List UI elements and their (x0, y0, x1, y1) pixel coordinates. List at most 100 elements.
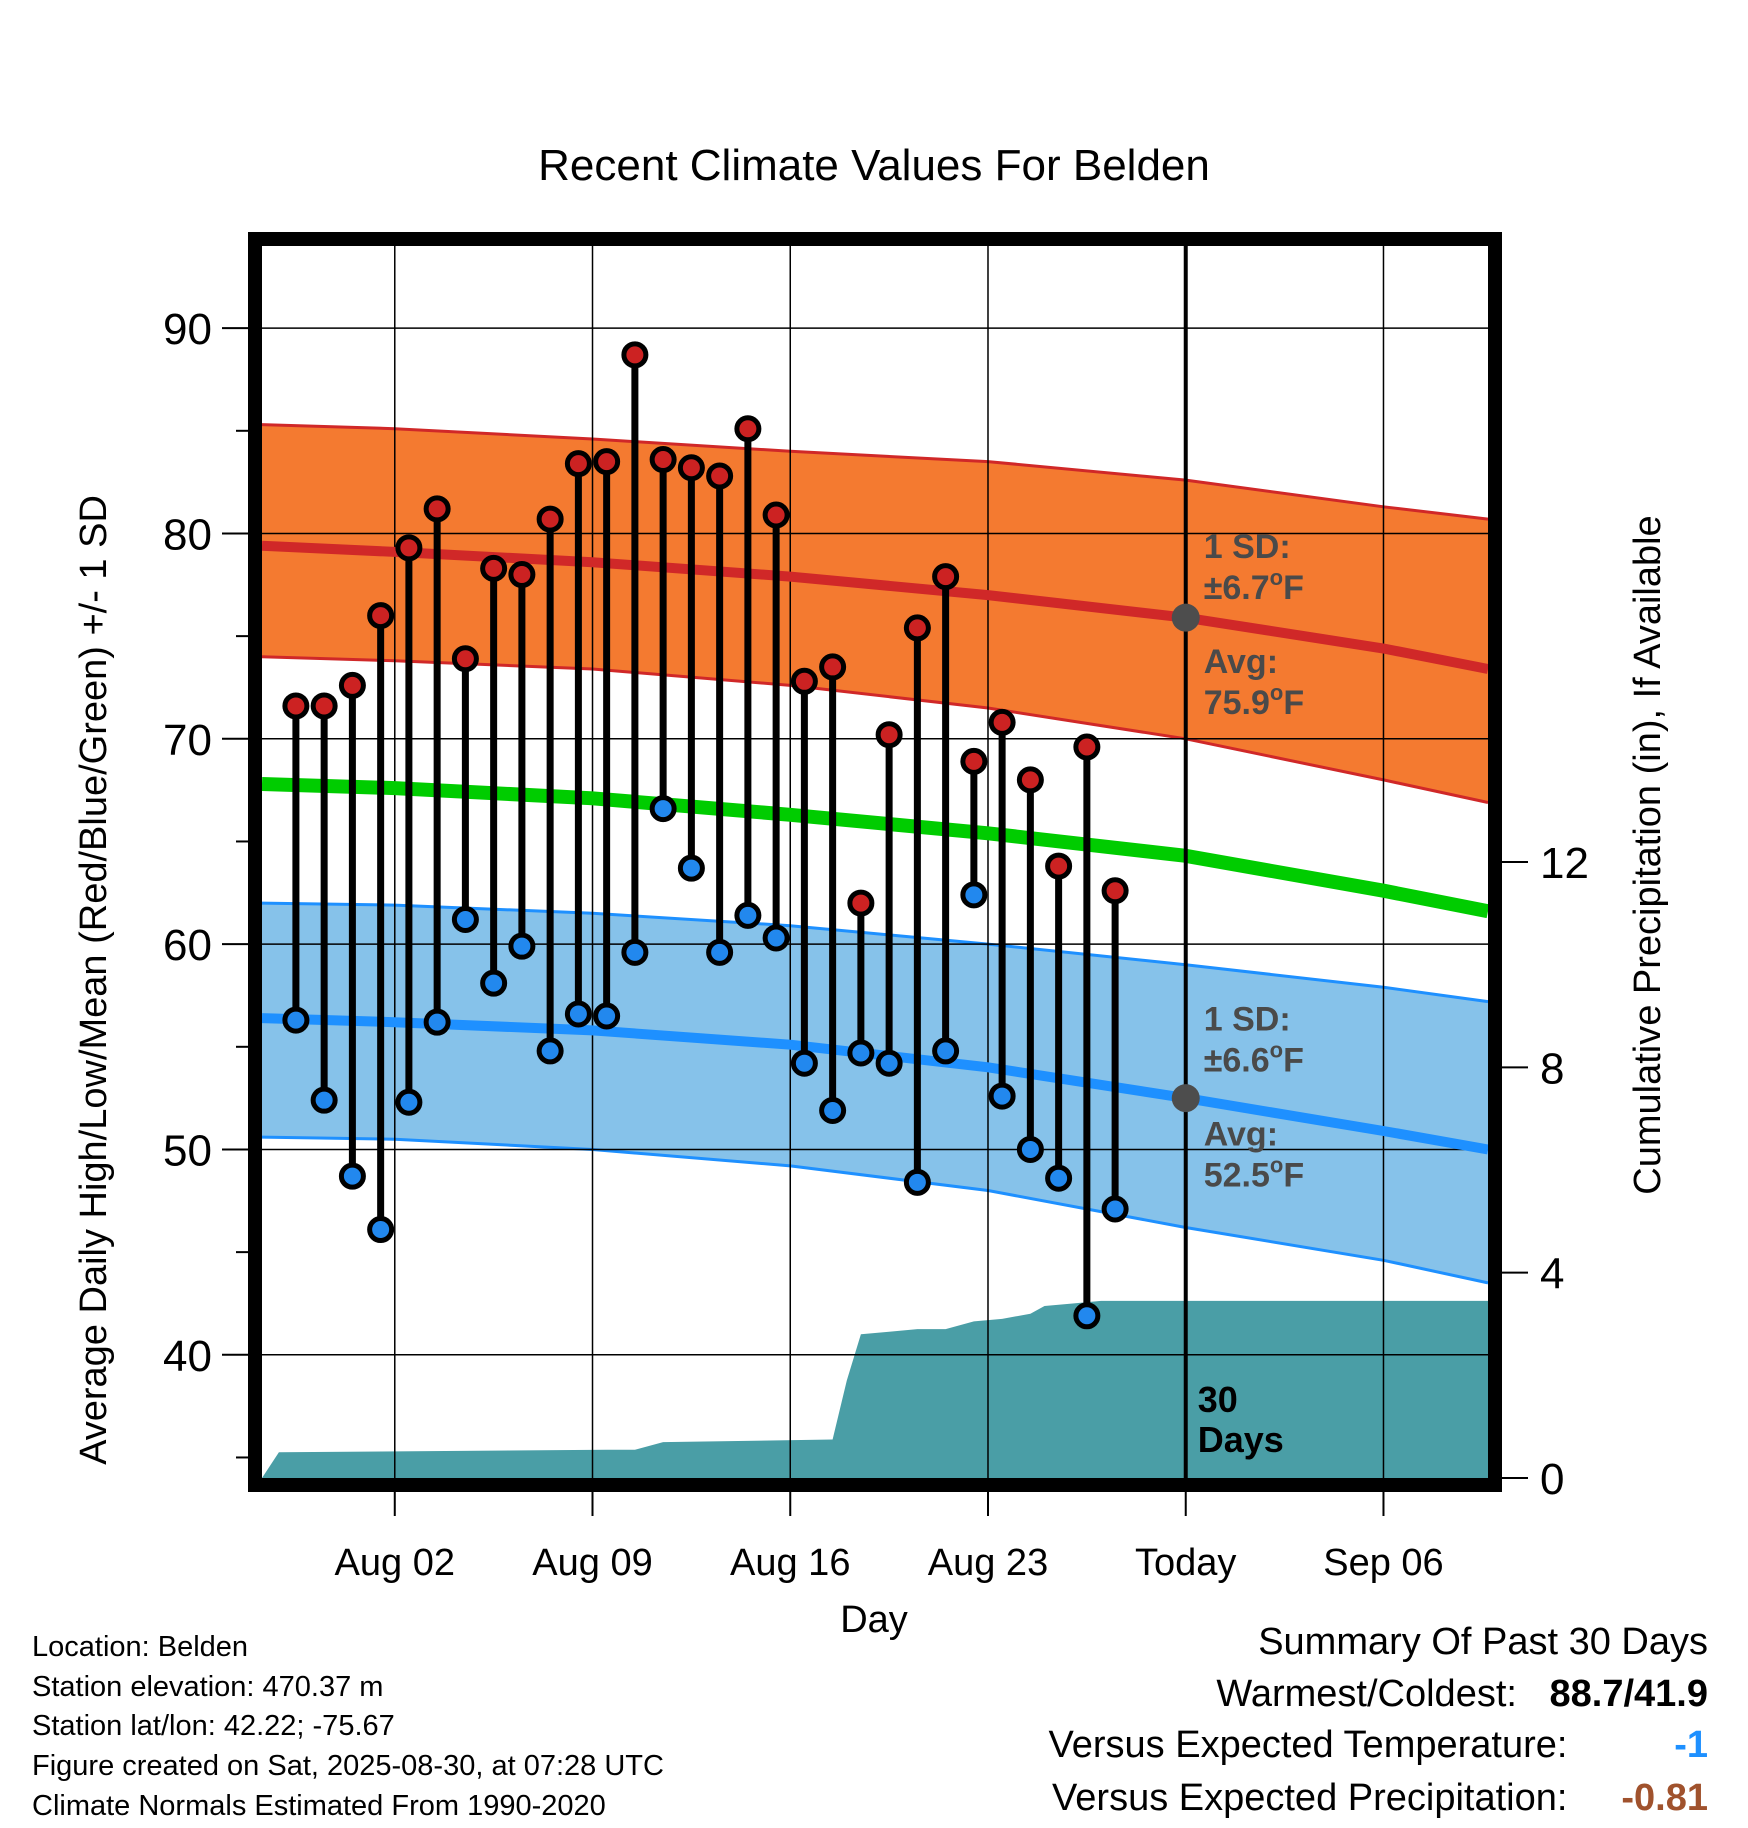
x-tick-label: Today (1135, 1542, 1236, 1584)
x-axis-label: Day (840, 1599, 908, 1641)
high-temp-point (564, 450, 592, 478)
low-temp-point (1101, 1195, 1129, 1223)
y-tick-label: 60 (163, 921, 212, 970)
high-temp-point (875, 721, 903, 749)
high-temp-point (621, 341, 649, 369)
low-temp-point (593, 1002, 621, 1030)
low-sd-lower-edge (261, 1135, 1489, 1285)
chart-title: Recent Climate Values For Belden (538, 141, 1210, 190)
low-temp-point (649, 795, 677, 823)
high-avg-value: 75.9oF (1204, 680, 1304, 722)
low-temp-point (338, 1162, 366, 1190)
precip-area (262, 1300, 1488, 1478)
y-tick-label: 80 (163, 510, 212, 559)
low-temp-point (367, 1216, 395, 1244)
summary-precip-label: Versus Expected Precipitation: (1052, 1777, 1568, 1819)
high-temp-point (677, 454, 705, 482)
mean-line (261, 777, 1490, 919)
high-temp-point (508, 561, 536, 589)
high-temp-point (1101, 877, 1129, 905)
low-temp-point (395, 1088, 423, 1116)
high-temp-point (282, 692, 310, 720)
low-temp-point (480, 969, 508, 997)
high-avg-title: Avg: (1204, 643, 1278, 681)
high-temp-point (451, 645, 479, 673)
x-tick-label: Aug 23 (928, 1542, 1048, 1584)
low-avg-title: Avg: (1204, 1115, 1278, 1153)
meta-normals: Climate Normals Estimated From 1990-2020 (32, 1790, 606, 1822)
high-sd-band (262, 424, 1488, 803)
high-temp-point (480, 554, 508, 582)
y2-tick-label: 0 (1540, 1455, 1564, 1504)
low-temp-point (932, 1037, 960, 1065)
high-temp-point (310, 692, 338, 720)
today-days-number: 30 (1198, 1379, 1238, 1420)
low-avg-value: 52.5oF (1204, 1152, 1304, 1194)
y-tick-label: 50 (163, 1126, 212, 1175)
x-tick-label: Aug 09 (532, 1542, 652, 1584)
high-sd-title: 1 SD: (1204, 528, 1291, 566)
summary-warmest-value: 88.7/41.9 (1549, 1673, 1708, 1715)
summary-temp-row: Versus Expected Temperature: -1 (1049, 1720, 1708, 1770)
y2-tick-label: 4 (1540, 1250, 1564, 1299)
today-high-avg-marker (1171, 603, 1200, 632)
high-temp-point (762, 501, 790, 529)
high-temp-point (790, 667, 818, 695)
low-temp-point (282, 1006, 310, 1034)
summary-precip-row: Versus Expected Precipitation: -0.81 (1052, 1773, 1708, 1823)
low-temp-point (451, 905, 479, 933)
low-temp-point (423, 1008, 451, 1036)
y2-tick-label: 8 (1540, 1044, 1564, 1093)
x-tick-label: Sep 06 (1323, 1542, 1443, 1584)
low-temp-point (508, 932, 536, 960)
meta-latlon: Station lat/lon: 42.22; -75.67 (32, 1710, 395, 1742)
low-temp-point (988, 1082, 1016, 1110)
low-temp-point (819, 1096, 847, 1124)
y-axis-label: Average Daily High/Low/Mean (Red/Blue/Gr… (73, 495, 115, 1465)
low-temp-point (564, 1000, 592, 1028)
low-temp-point (790, 1049, 818, 1077)
summary-warmest-row: Warmest/Coldest: 88.7/41.9 (1216, 1669, 1708, 1719)
y-tick-label: 70 (163, 716, 212, 765)
high-avg-line (261, 540, 1489, 674)
y-tick-label: 40 (163, 1332, 212, 1381)
low-sd-title: 1 SD: (1204, 1000, 1291, 1038)
high-temp-point (932, 563, 960, 591)
high-temp-point (593, 448, 621, 476)
low-temp-point (875, 1049, 903, 1077)
low-temp-point (677, 854, 705, 882)
plot-frame (248, 232, 1502, 1492)
high-temp-point (1045, 852, 1073, 880)
low-temp-point (847, 1039, 875, 1067)
y2-tick-label: 12 (1540, 839, 1589, 888)
meta-created: Figure created on Sat, 2025-08-30, at 07… (32, 1750, 664, 1782)
high-sd-lower-edge (261, 655, 1489, 804)
meta-elevation: Station elevation: 470.37 m (32, 1671, 384, 1703)
low-temp-point (621, 938, 649, 966)
high-temp-point (988, 708, 1016, 736)
today-days-label: Days (1198, 1419, 1284, 1460)
meta-location: Location: Belden (32, 1631, 249, 1663)
high-temp-point (1016, 766, 1044, 794)
high-temp-point (734, 415, 762, 443)
low-temp-point (536, 1037, 564, 1065)
low-temp-point (1073, 1302, 1101, 1330)
low-temp-point (1016, 1135, 1044, 1163)
low-temp-point (1045, 1164, 1073, 1192)
high-temp-point (847, 889, 875, 917)
summary-temp-label: Versus Expected Temperature: (1048, 1724, 1568, 1766)
low-sd-band (262, 903, 1488, 1283)
high-temp-point (1073, 733, 1101, 761)
y2-axis-label: Cumulative Precipitation (in), If Availa… (1627, 515, 1669, 1194)
high-temp-point (649, 446, 677, 474)
low-temp-point (903, 1168, 931, 1196)
high-temp-point (903, 614, 931, 642)
low-sd-value: ±6.6oF (1204, 1037, 1304, 1079)
high-temp-point (536, 505, 564, 533)
summary-precip-value: -0.81 (1621, 1777, 1708, 1819)
summary-warmest-label: Warmest/Coldest: (1216, 1673, 1517, 1715)
high-sd-upper-edge (261, 423, 1489, 521)
summary-title: Summary Of Past 30 Days (1258, 1621, 1708, 1663)
